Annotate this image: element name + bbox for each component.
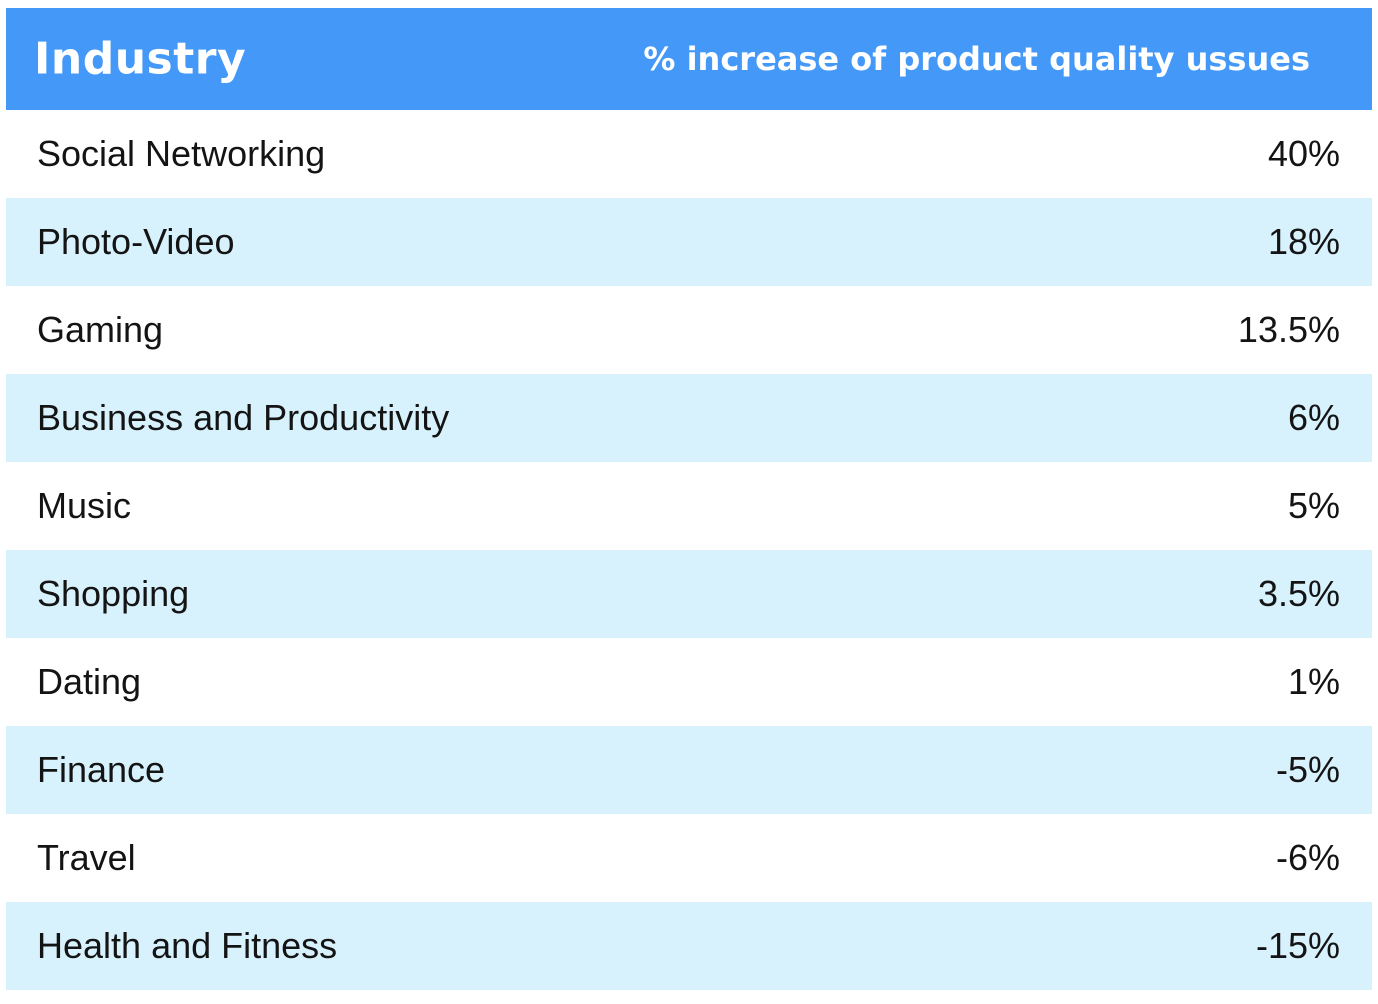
percent-increase-cell: 13.5% [1237, 309, 1340, 350]
industry-cell: Gaming [37, 309, 164, 350]
table-row: Music 5% [6, 462, 1372, 550]
table-row: Finance -5% [6, 726, 1372, 814]
table-row: Dating 1% [6, 638, 1372, 726]
table-row: Photo-Video 18% [6, 198, 1372, 286]
percent-increase-cell: 1% [1287, 661, 1340, 702]
industry-cell: Health and Fitness [37, 925, 338, 966]
table-row: Travel -6% [6, 814, 1372, 902]
percent-increase-cell: 3.5% [1257, 573, 1340, 614]
industry-cell: Travel [37, 837, 136, 878]
percent-increase-cell: 40% [1267, 133, 1340, 174]
table-row: Shopping 3.5% [6, 550, 1372, 638]
table-row: Gaming 13.5% [6, 286, 1372, 374]
table-header: Industry % increase of product quality u… [6, 8, 1372, 110]
industry-cell: Dating [37, 661, 142, 702]
industry-cell: Social Networking [37, 133, 326, 174]
percent-increase-cell: -15% [1255, 925, 1340, 966]
industry-cell: Music [37, 485, 132, 526]
percent-increase-cell: -5% [1275, 749, 1340, 790]
table-row: Social Networking 40% [6, 110, 1372, 198]
column-header-industry: Industry [34, 33, 247, 85]
table-body: Social Networking 40% Photo-Video 18% Gaming… [6, 110, 1372, 990]
percent-increase-cell: 18% [1267, 221, 1340, 262]
industry-table: Industry % increase of product quality u… [6, 8, 1372, 990]
percent-increase-cell: -6% [1275, 837, 1340, 878]
industry-cell: Photo-Video [37, 221, 235, 262]
industry-cell: Business and Productivity [37, 397, 450, 438]
table-row: Business and Productivity 6% [6, 374, 1372, 462]
industry-cell: Finance [37, 749, 166, 790]
percent-increase-cell: 5% [1287, 485, 1340, 526]
column-header-percent-increase: % increase of product quality ussues [643, 40, 1310, 78]
industry-cell: Shopping [37, 573, 190, 614]
table-row: Health and Fitness -15% [6, 902, 1372, 990]
percent-increase-cell: 6% [1287, 397, 1340, 438]
